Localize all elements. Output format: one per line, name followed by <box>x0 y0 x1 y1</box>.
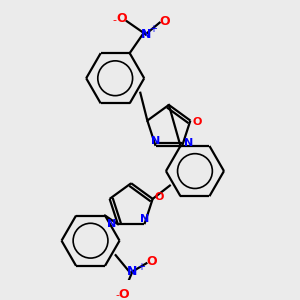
Text: +: + <box>136 262 145 272</box>
Text: N: N <box>127 265 138 278</box>
Text: N: N <box>107 219 116 229</box>
Text: -: - <box>112 15 117 25</box>
Text: O: O <box>146 255 157 268</box>
Text: O: O <box>192 117 201 127</box>
Text: N: N <box>184 138 193 148</box>
Text: N: N <box>151 136 160 146</box>
Text: N: N <box>140 214 150 224</box>
Text: O: O <box>154 192 164 203</box>
Text: O: O <box>118 288 129 300</box>
Text: O: O <box>160 15 170 28</box>
Text: N: N <box>140 28 151 41</box>
Text: O: O <box>116 12 127 26</box>
Text: -: - <box>115 290 119 300</box>
Text: +: + <box>149 24 157 34</box>
